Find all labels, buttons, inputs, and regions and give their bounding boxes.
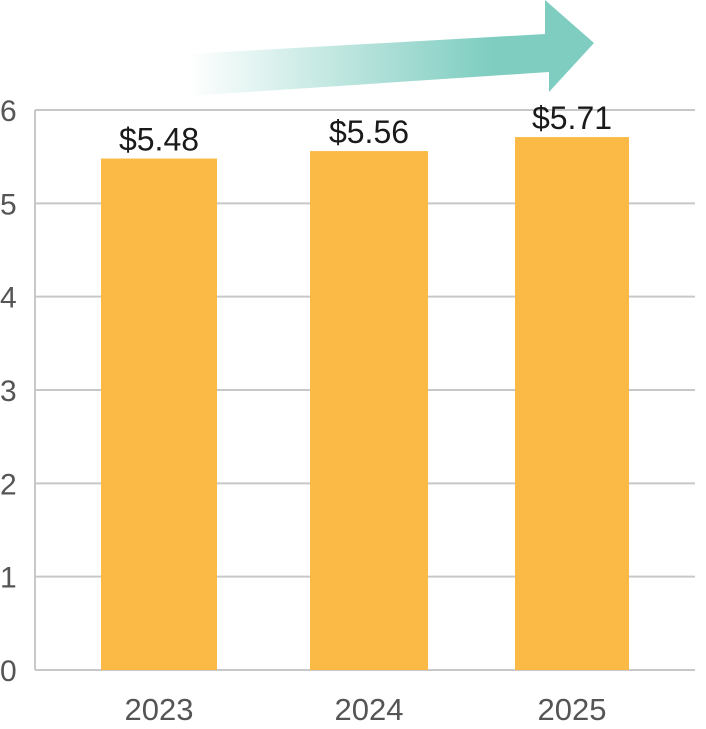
bar-2025: [515, 137, 629, 671]
y-tick-label: 2: [0, 468, 17, 501]
bars: [101, 137, 629, 671]
data-label-2025: $5.71: [532, 100, 612, 136]
bar-2024: [310, 151, 428, 671]
x-tick-label-2023: 2023: [125, 692, 194, 727]
trend-arrow-icon: [188, 0, 594, 96]
y-tick-label: 1: [0, 562, 17, 595]
data-label-2023: $5.48: [119, 122, 199, 158]
bar-2023: [101, 158, 217, 671]
x-axis: 2023 2024 2025: [125, 692, 607, 727]
data-labels: $5.48 $5.56 $5.71: [119, 100, 612, 157]
data-label-2024: $5.56: [329, 114, 409, 150]
y-tick-label: 5: [0, 188, 17, 221]
y-tick-label: 0: [0, 655, 17, 688]
y-axis: 0 1 2 3 4 5 6: [0, 95, 17, 688]
y-tick-label: 3: [0, 375, 17, 408]
x-tick-label-2025: 2025: [538, 692, 607, 727]
y-tick-label: 6: [0, 95, 17, 128]
y-tick-label: 4: [0, 282, 17, 315]
x-tick-label-2024: 2024: [335, 692, 404, 727]
